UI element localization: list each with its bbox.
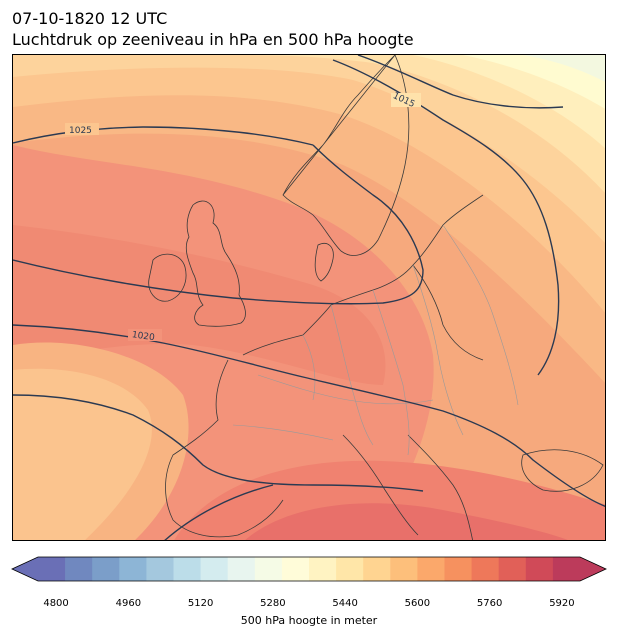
colorbar-cell [173, 557, 202, 581]
colorbar-cell [498, 557, 527, 581]
colorbar-tick-label: 5280 [260, 598, 286, 609]
weather-map: 1025 1015 1020 [12, 54, 606, 541]
colorbar-cell [390, 557, 418, 581]
colorbar-tick-label: 5440 [332, 598, 358, 609]
colorbar-cell [227, 557, 256, 581]
colorbar-cell [92, 557, 120, 581]
colorbar-cell [417, 557, 445, 581]
height-field [13, 55, 605, 540]
colorbar-tick-label: 4800 [43, 598, 69, 609]
colorbar-cell [281, 557, 310, 581]
isobar-labels: 1025 1015 1020 [65, 91, 421, 343]
colorbar-cell [336, 557, 364, 581]
colorbar-cell [38, 557, 66, 581]
colorbar-cell [363, 557, 391, 581]
colorbar-cell [552, 557, 581, 581]
coastlines [148, 55, 604, 540]
colorbar-extend-min [12, 557, 38, 581]
colorbar-cell [119, 557, 147, 581]
colorbar-cells [38, 557, 581, 581]
colorbar-tick-label: 5120 [187, 598, 214, 609]
colorbar-cell [525, 557, 554, 581]
colorbar-cell [471, 557, 500, 581]
isobar-label-1025: 1025 [69, 126, 92, 136]
map-title: Luchtdruk op zeeniveau in hPa en 500 hPa… [12, 30, 414, 49]
colorbar-tick-label: 5760 [476, 598, 503, 609]
colorbar-cell [146, 557, 174, 581]
isobar-label-1020: 1020 [131, 330, 155, 343]
colorbar-cell [65, 557, 93, 581]
colorbar-cell [200, 557, 229, 581]
colorbar-tick-label: 5920 [549, 598, 575, 609]
map-timestamp: 07-10-1820 12 UTC [12, 9, 168, 28]
colorbar-label: 500 hPa hoogte in meter [240, 614, 378, 627]
colorbar-tick-label: 4960 [115, 598, 142, 609]
colorbar-tick-label: 5600 [404, 598, 431, 609]
colorbar-cell [444, 557, 473, 581]
colorbar-cell [309, 557, 337, 581]
colorbar [11, 556, 607, 582]
colorbar-extend-max [580, 557, 606, 581]
colorbar-cell [254, 557, 283, 581]
